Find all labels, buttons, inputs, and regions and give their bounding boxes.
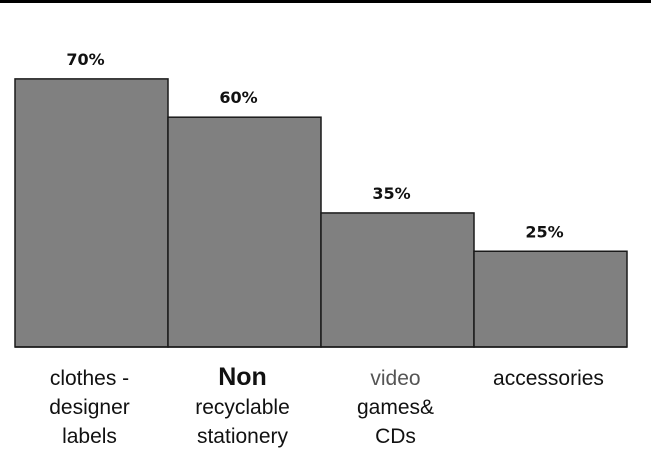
bar-3 (320, 212, 475, 348)
category-label-2-line-2: recyclable (195, 396, 290, 419)
category-label-2-line-1: Non (218, 363, 267, 391)
category-label-2-line-3: stationery (197, 425, 289, 448)
bar-4 (473, 250, 628, 348)
top-rule (0, 0, 651, 3)
category-label-4-line-1: accessories (493, 367, 604, 390)
category-label-3-line-2: games& (357, 396, 434, 419)
category-label-1-line-2: designer (49, 396, 130, 419)
bars-group (14, 78, 628, 348)
category-label-3-line-3: CDs (375, 425, 416, 448)
category-label-1-line-1: clothes - (50, 367, 129, 390)
category-labels-group: clothes - designer labels Non recyclable stat… (49, 363, 604, 448)
value-labels-group: 70% 60% 35% 25% (66, 50, 563, 241)
value-label-2: 60% (219, 88, 257, 107)
category-label-1-line-3: labels (62, 425, 117, 448)
bar-1 (14, 78, 169, 348)
value-label-3: 35% (372, 184, 410, 203)
value-label-4: 25% (525, 222, 563, 241)
category-label-3-line-1: video (370, 367, 420, 390)
value-label-1: 70% (66, 50, 104, 69)
bar-2 (167, 116, 322, 348)
